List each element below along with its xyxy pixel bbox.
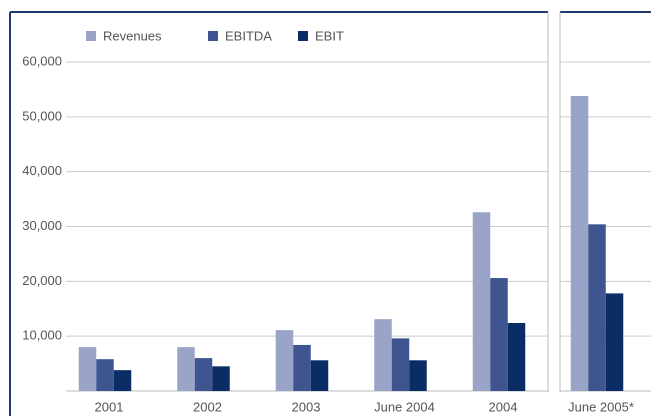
legend-label: EBIT <box>315 28 344 43</box>
x-tick-label: 2003 <box>292 399 321 414</box>
x-tick-label: 2004 <box>489 399 518 414</box>
bar <box>212 366 230 391</box>
legend-swatch <box>86 31 96 41</box>
bar <box>472 212 491 391</box>
y-tick-label: 60,000 <box>22 53 62 68</box>
bar <box>570 95 589 391</box>
bar <box>177 347 195 391</box>
bar <box>194 358 213 391</box>
bar <box>391 338 410 391</box>
y-tick-label: 10,000 <box>22 328 62 343</box>
y-tick-label: 30,000 <box>22 218 62 233</box>
x-tick-label: 2002 <box>193 399 222 414</box>
bar <box>293 344 311 391</box>
x-tick-label: 2001 <box>95 399 124 414</box>
y-tick-label: 50,000 <box>22 108 62 123</box>
y-tick-label: 40,000 <box>22 163 62 178</box>
bar <box>96 359 114 391</box>
bar <box>78 347 97 391</box>
x-tick-label: June 2005* <box>568 399 634 414</box>
bar <box>113 370 132 391</box>
bar <box>409 360 427 391</box>
bar <box>490 278 508 391</box>
x-tick-label: June 2004 <box>374 399 435 414</box>
bar <box>605 293 624 391</box>
bar <box>507 323 526 391</box>
legend-swatch <box>298 31 308 41</box>
bar <box>310 360 329 391</box>
bar <box>588 224 606 391</box>
legend-label: EBITDA <box>225 28 272 43</box>
legend-swatch <box>208 31 218 41</box>
bar <box>374 319 392 391</box>
y-tick-label: 20,000 <box>22 273 62 288</box>
bar <box>275 330 294 391</box>
legend-label: Revenues <box>103 28 162 43</box>
